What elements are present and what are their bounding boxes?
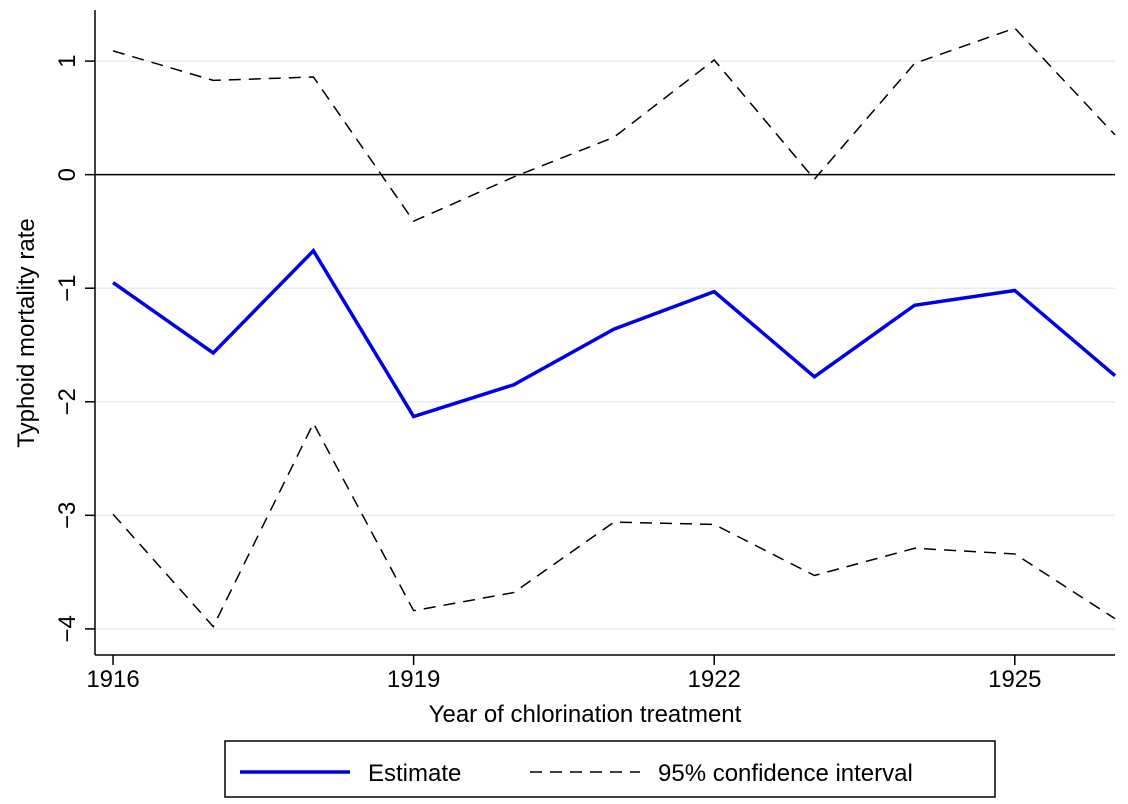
legend-label: 95% confidence interval — [658, 760, 913, 787]
x-tick-label: 1919 — [387, 666, 440, 693]
x-tick-label: 1916 — [86, 666, 139, 693]
y-axis-title: Typhoid mortality rate — [13, 218, 40, 447]
y-tick-label: −2 — [54, 388, 81, 415]
y-tick-label: 1 — [54, 54, 81, 67]
ci-line — [112, 421, 1116, 628]
ci-line — [112, 27, 1116, 223]
y-tick-label: 0 — [54, 168, 81, 181]
y-tick-label: −4 — [54, 615, 81, 642]
y-tick-label: −3 — [54, 502, 81, 529]
x-tick-label: 1925 — [988, 666, 1041, 693]
x-tick-label: 1922 — [688, 666, 741, 693]
x-axis-title: Year of chlorination treatment — [429, 701, 742, 728]
legend-label: Estimate — [368, 760, 461, 787]
line — [112, 247, 1117, 419]
legend-box — [224, 740, 996, 798]
y-tick-label: −1 — [54, 275, 81, 302]
